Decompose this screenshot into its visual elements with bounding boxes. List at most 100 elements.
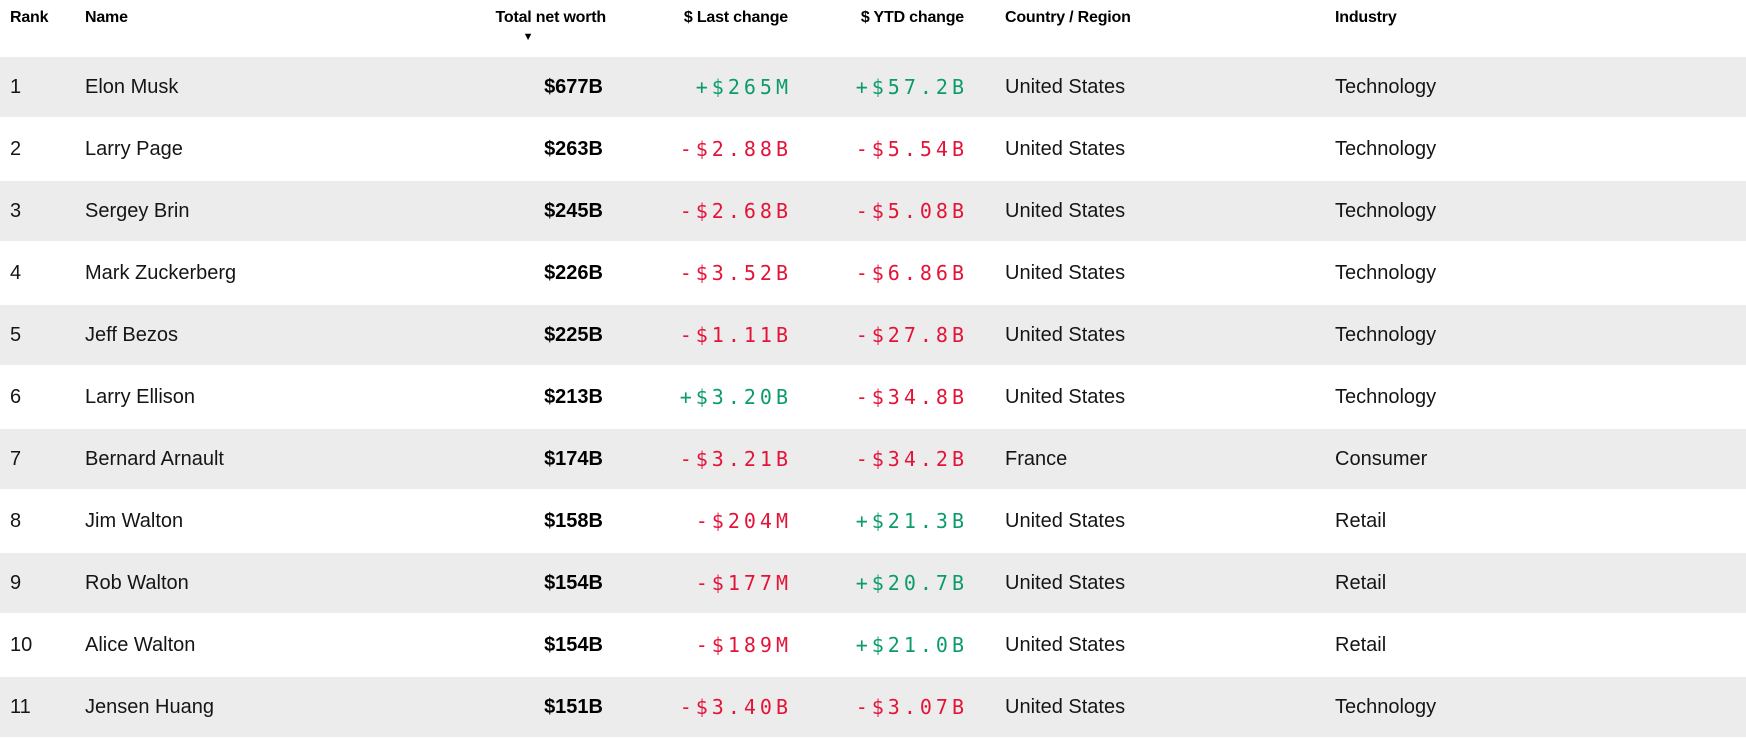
country-cell: United States bbox=[1005, 75, 1126, 98]
sort-descending-icon: ▼ bbox=[522, 31, 534, 43]
ytd-change-cell: +$57.2B bbox=[855, 75, 968, 99]
name-cell: Larry Page bbox=[85, 137, 183, 160]
table-row[interactable]: 5 Jeff Bezos $225B -$1.11B -$27.8B Unite… bbox=[0, 305, 1746, 365]
last-change-cell: +$265M bbox=[695, 75, 792, 99]
rank-cell: 2 bbox=[10, 137, 22, 160]
industry-cell: Technology bbox=[1335, 385, 1437, 408]
table-row[interactable]: 3 Sergey Brin $245B -$2.68B -$5.08B Unit… bbox=[0, 181, 1746, 241]
table-row[interactable]: 2 Larry Page $263B -$2.88B -$5.54B Unite… bbox=[0, 119, 1746, 179]
name-cell: Rob Walton bbox=[85, 571, 189, 594]
rank-cell: 11 bbox=[10, 695, 31, 718]
country-cell: United States bbox=[1005, 261, 1126, 284]
industry-cell: Technology bbox=[1335, 137, 1437, 160]
industry-cell: Consumer bbox=[1335, 447, 1428, 470]
name-cell: Elon Musk bbox=[85, 75, 179, 98]
rank-cell: 3 bbox=[10, 199, 22, 222]
table-row[interactable]: 7 Bernard Arnault $174B -$3.21B -$34.2B … bbox=[0, 429, 1746, 489]
rank-cell: 5 bbox=[10, 323, 22, 346]
industry-cell: Retail bbox=[1335, 633, 1387, 656]
last-change-cell: -$177M bbox=[695, 571, 792, 595]
industry-cell: Technology bbox=[1335, 261, 1437, 284]
industry-cell: Technology bbox=[1335, 323, 1437, 346]
last-change-cell: -$189M bbox=[695, 633, 792, 657]
table-header: Rank Name Total net worth ▼ $ Last chang… bbox=[0, 0, 1746, 57]
ytd-change-cell: -$5.08B bbox=[855, 199, 968, 223]
table-row[interactable]: 4 Mark Zuckerberg $226B -$3.52B -$6.86B … bbox=[0, 243, 1746, 303]
country-cell: United States bbox=[1005, 385, 1126, 408]
column-header-industry[interactable]: Industry bbox=[1335, 9, 1397, 26]
industry-cell: Retail bbox=[1335, 571, 1387, 594]
table-row[interactable]: 6 Larry Ellison $213B +$3.20B -$34.8B Un… bbox=[0, 367, 1746, 427]
rank-cell: 6 bbox=[10, 385, 22, 408]
last-change-cell: -$2.68B bbox=[679, 199, 792, 223]
column-header-last-change[interactable]: $ Last change bbox=[683, 9, 788, 26]
column-header-country-region[interactable]: Country / Region bbox=[1005, 9, 1131, 26]
country-cell: United States bbox=[1005, 323, 1126, 346]
column-header-name[interactable]: Name bbox=[85, 9, 128, 26]
table-body: 1 Elon Musk $677B +$265M +$57.2B United … bbox=[0, 57, 1746, 737]
column-header-total-net-worth[interactable]: Total net worth ▼ bbox=[450, 9, 607, 57]
industry-cell: Technology bbox=[1335, 695, 1437, 718]
name-cell: Jim Walton bbox=[85, 509, 184, 532]
table-row[interactable]: 1 Elon Musk $677B +$265M +$57.2B United … bbox=[0, 57, 1746, 117]
country-cell: United States bbox=[1005, 571, 1126, 594]
column-header-label: Total net worth bbox=[495, 9, 607, 26]
table-row[interactable]: 11 Jensen Huang $151B -$3.40B -$3.07B Un… bbox=[0, 677, 1746, 737]
name-cell: Sergey Brin bbox=[85, 199, 190, 222]
net-worth-cell: $151B bbox=[544, 695, 603, 718]
last-change-cell: -$3.21B bbox=[679, 447, 792, 471]
name-cell: Alice Walton bbox=[85, 633, 196, 656]
column-header-ytd-change[interactable]: $ YTD change bbox=[860, 9, 964, 26]
name-cell: Mark Zuckerberg bbox=[85, 261, 237, 284]
ytd-change-cell: +$21.0B bbox=[855, 633, 968, 657]
country-cell: United States bbox=[1005, 509, 1126, 532]
rank-cell: 10 bbox=[10, 633, 33, 656]
rank-cell: 4 bbox=[10, 261, 22, 284]
ytd-change-cell: -$5.54B bbox=[855, 137, 968, 161]
table-row[interactable]: 10 Alice Walton $154B -$189M +$21.0B Uni… bbox=[0, 615, 1746, 675]
net-worth-cell: $158B bbox=[544, 509, 603, 532]
rank-cell: 1 bbox=[10, 75, 22, 98]
net-worth-cell: $677B bbox=[544, 75, 603, 98]
ytd-change-cell: +$20.7B bbox=[855, 571, 968, 595]
name-cell: Jensen Huang bbox=[85, 695, 214, 718]
net-worth-cell: $225B bbox=[544, 323, 603, 346]
last-change-cell: -$3.40B bbox=[679, 695, 792, 719]
country-cell: United States bbox=[1005, 137, 1126, 160]
net-worth-cell: $213B bbox=[544, 385, 603, 408]
last-change-cell: +$3.20B bbox=[679, 385, 792, 409]
name-cell: Larry Ellison bbox=[85, 385, 196, 408]
ytd-change-cell: -$3.07B bbox=[855, 695, 968, 719]
last-change-cell: -$1.11B bbox=[679, 323, 792, 347]
column-header-rank[interactable]: Rank bbox=[10, 9, 49, 26]
last-change-cell: -$2.88B bbox=[679, 137, 792, 161]
net-worth-cell: $245B bbox=[544, 199, 603, 222]
rank-cell: 9 bbox=[10, 571, 22, 594]
table-row[interactable]: 8 Jim Walton $158B -$204M +$21.3B United… bbox=[0, 491, 1746, 551]
net-worth-cell: $174B bbox=[544, 447, 603, 470]
net-worth-cell: $154B bbox=[544, 571, 603, 594]
last-change-cell: -$3.52B bbox=[679, 261, 792, 285]
industry-cell: Retail bbox=[1335, 509, 1387, 532]
ytd-change-cell: -$34.8B bbox=[855, 385, 968, 409]
name-cell: Jeff Bezos bbox=[85, 323, 179, 346]
rank-cell: 7 bbox=[10, 447, 22, 470]
country-cell: United States bbox=[1005, 633, 1126, 656]
country-cell: France bbox=[1005, 447, 1068, 470]
ytd-change-cell: +$21.3B bbox=[855, 509, 968, 533]
ytd-change-cell: -$6.86B bbox=[855, 261, 968, 285]
name-cell: Bernard Arnault bbox=[85, 447, 224, 470]
ytd-change-cell: -$34.2B bbox=[855, 447, 968, 471]
rank-cell: 8 bbox=[10, 509, 22, 532]
country-cell: United States bbox=[1005, 199, 1126, 222]
country-cell: United States bbox=[1005, 695, 1126, 718]
net-worth-cell: $154B bbox=[544, 633, 603, 656]
table-row[interactable]: 9 Rob Walton $154B -$177M +$20.7B United… bbox=[0, 553, 1746, 613]
net-worth-cell: $226B bbox=[544, 261, 603, 284]
ytd-change-cell: -$27.8B bbox=[855, 323, 968, 347]
last-change-cell: -$204M bbox=[695, 509, 792, 533]
net-worth-cell: $263B bbox=[544, 137, 603, 160]
industry-cell: Technology bbox=[1335, 199, 1437, 222]
industry-cell: Technology bbox=[1335, 75, 1437, 98]
